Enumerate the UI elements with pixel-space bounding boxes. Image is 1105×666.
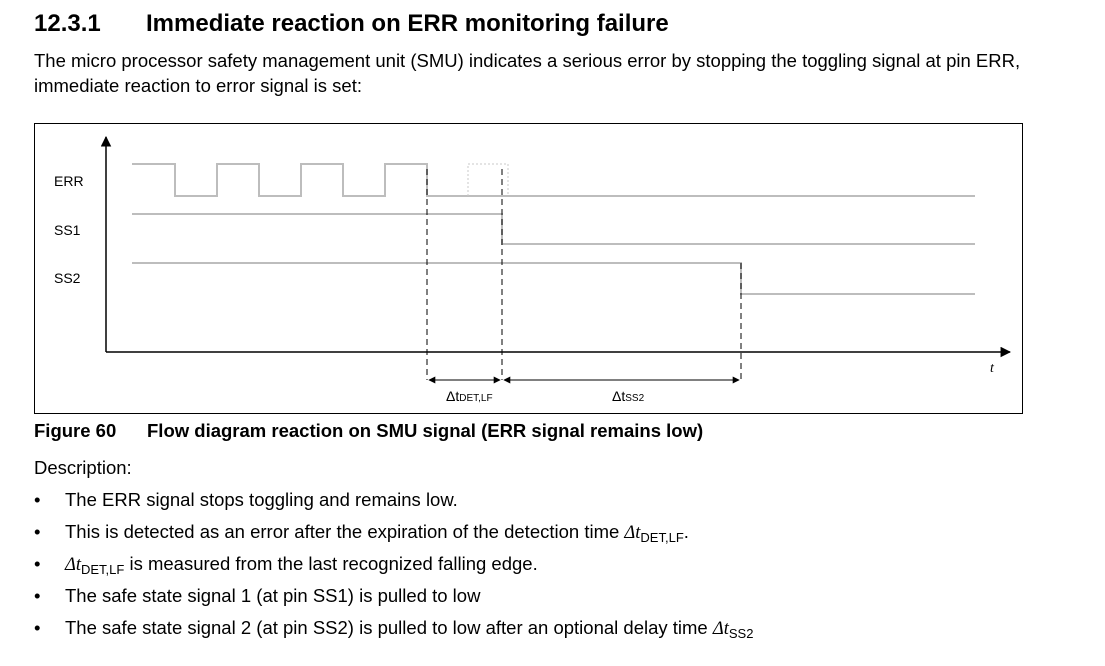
delta-ss2-label: ΔtSS2: [612, 388, 645, 404]
section-heading: 12.3.1 Immediate reaction on ERR monitori…: [34, 10, 669, 38]
ss2-waveform: [132, 262, 975, 295]
signal-label-ss1: SS1: [54, 222, 81, 238]
list-item: • ΔtDET,LF is measured from the last reco…: [34, 553, 538, 577]
time-axis-label: t: [990, 361, 995, 376]
section-number: 12.3.1: [34, 10, 101, 37]
ss1-waveform: [132, 213, 975, 245]
bullet-icon: •: [34, 553, 41, 574]
list-item: • The safe state signal 1 (at pin SS1) is…: [34, 585, 481, 606]
bullet-icon: •: [34, 521, 41, 542]
figure-caption: Figure 60 Flow diagram reaction on SMU si…: [34, 420, 703, 442]
figure-title: Flow diagram reaction on SMU signal (ERR…: [147, 420, 704, 441]
signal-label-ss2: SS2: [54, 270, 81, 286]
description-list: • The ERR signal stops toggling and remai…: [34, 488, 753, 648]
timing-diagram: ERR SS1 SS2 t ΔtDET,LF ΔtSS2: [34, 123, 1023, 414]
description-label: Description:: [34, 457, 132, 478]
bullet-icon: •: [34, 489, 41, 510]
bullet-icon: •: [34, 617, 41, 638]
err-expected-pulse: [467, 163, 509, 196]
list-item: • The ERR signal stops toggling and remai…: [34, 489, 458, 510]
list-item: • This is detected as an error after the …: [34, 521, 689, 545]
list-item: • The safe state signal 2 (at pin SS2) is…: [34, 617, 754, 641]
delta-det-label: ΔtDET,LF: [446, 388, 493, 404]
signal-label-err: ERR: [54, 173, 84, 189]
figure-number: Figure 60: [34, 420, 117, 441]
err-waveform: [132, 163, 975, 197]
section-title: Immediate reaction on ERR monitoring fai…: [146, 10, 669, 37]
bullet-icon: •: [34, 585, 41, 606]
intro-paragraph: The micro processor safety management un…: [34, 50, 1021, 96]
